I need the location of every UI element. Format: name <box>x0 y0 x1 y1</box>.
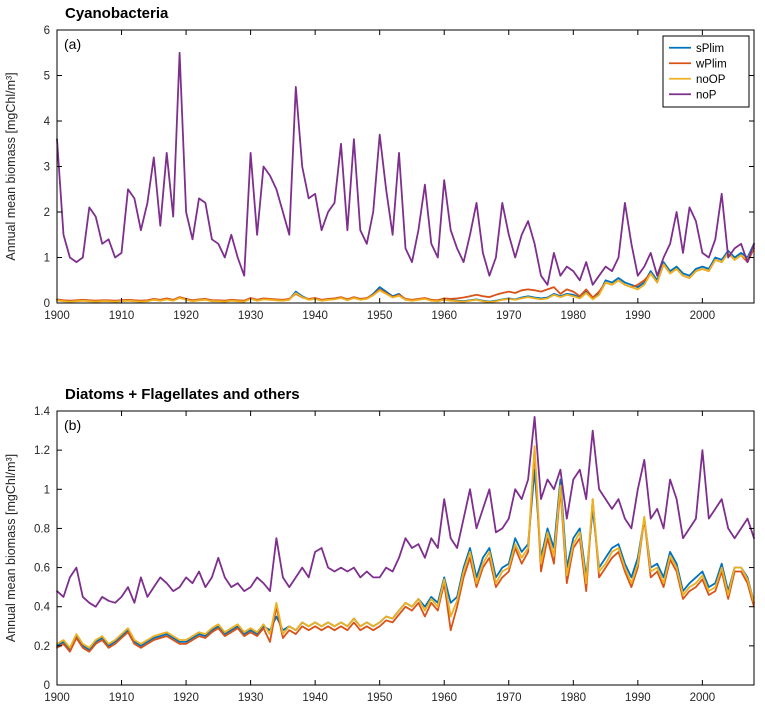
series-line-noP <box>56 51 755 286</box>
x-tick-label: 1920 <box>173 692 199 704</box>
chart-title: Cyanobacteria <box>65 5 169 22</box>
x-tick-label: 1900 <box>44 310 70 322</box>
y-tick-label: 0.6 <box>34 563 50 575</box>
y-tick-label: 0.2 <box>34 641 50 653</box>
y-tick-label: 0.8 <box>34 523 50 535</box>
x-tick-label: 1990 <box>625 310 651 322</box>
x-tick-label: 1900 <box>44 692 70 704</box>
y-tick-label: 2 <box>44 207 50 219</box>
chart-panel-b: Diatoms + Flagellates and others (b) Annua… <box>4 386 755 704</box>
x-tick-label: 2000 <box>690 310 716 322</box>
y-tick-label: 0 <box>44 680 50 692</box>
series-line-noOP <box>56 245 755 304</box>
x-tick-label: 1980 <box>560 692 586 704</box>
y-tick-label: 1.2 <box>34 445 50 457</box>
y-tick-label: 1.4 <box>34 406 51 418</box>
chart-title: Diatoms + Flagellates and others <box>65 386 300 403</box>
x-tick-label: 1950 <box>367 692 393 704</box>
y-tick-label: 5 <box>44 71 50 83</box>
x-tick-label: 1950 <box>367 310 393 322</box>
panel-letter-label: (a) <box>64 36 81 52</box>
series-line-noP <box>56 415 755 608</box>
legend-label-noP: noP <box>696 89 717 101</box>
x-tick-label: 1960 <box>431 692 457 704</box>
y-tick-label: 1 <box>44 484 50 496</box>
y-tick-label: 6 <box>44 25 50 37</box>
y-tick-label: 4 <box>44 116 51 128</box>
x-tick-label: 1960 <box>431 310 457 322</box>
series-line-noOP <box>56 445 755 649</box>
y-tick-label: 1 <box>44 253 50 265</box>
legend-label-noOP: noOP <box>696 74 726 86</box>
x-tick-label: 1910 <box>109 310 135 322</box>
panel-letter-label: (b) <box>64 417 81 433</box>
x-tick-label: 1970 <box>496 310 522 322</box>
legend-label-sPlim: sPlim <box>696 43 724 55</box>
y-axis-label: Annual mean biomass [mgChl/m³] <box>4 454 18 642</box>
y-axis-label: Annual mean biomass [mgChl/m³] <box>4 72 18 260</box>
x-tick-label: 1930 <box>238 692 264 704</box>
x-tick-label: 2000 <box>690 692 716 704</box>
legend-label-wPlim: wPlim <box>695 58 727 70</box>
x-tick-label: 1920 <box>173 310 199 322</box>
x-tick-label: 1940 <box>302 692 328 704</box>
plot-border <box>56 410 755 686</box>
x-tick-label: 1990 <box>625 692 651 704</box>
chart-panel-a: Cyanobacteria (a) Annual mean biomass [mgC… <box>4 5 755 322</box>
x-tick-label: 1970 <box>496 692 522 704</box>
y-tick-label: 3 <box>44 162 50 174</box>
x-tick-label: 1940 <box>302 310 328 322</box>
y-tick-label: 0.4 <box>34 602 51 614</box>
series-line-sPlim <box>56 242 755 303</box>
x-tick-label: 1980 <box>560 310 586 322</box>
plot-border <box>56 29 755 304</box>
x-tick-label: 1910 <box>109 692 135 704</box>
x-tick-label: 1930 <box>238 310 264 322</box>
series-line-wPlim <box>56 449 755 653</box>
y-tick-label: 0 <box>44 298 50 310</box>
